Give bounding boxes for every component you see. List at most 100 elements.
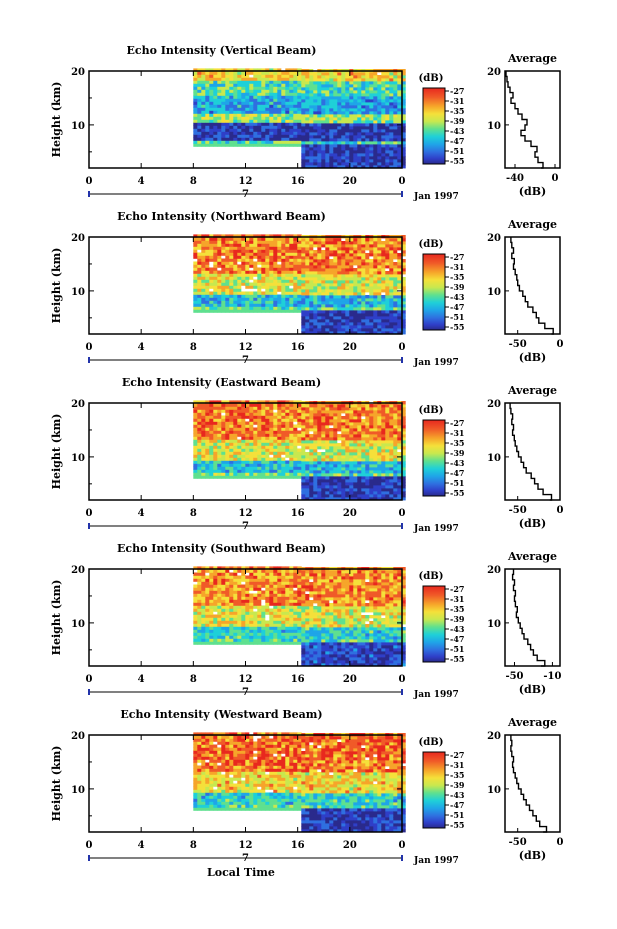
heatmap-cell: [397, 238, 402, 242]
heatmap-cell: [329, 449, 334, 453]
colorbar-tick-label: -35: [450, 106, 464, 116]
heatmap-cell: [209, 282, 214, 286]
heatmap-cell: [217, 409, 222, 413]
heatmap-cell: [353, 241, 358, 245]
heatmap-cell: [285, 451, 290, 455]
heatmap-cell: [257, 98, 262, 102]
heatmap-cell: [197, 418, 202, 422]
heatmap-cell: [273, 475, 278, 479]
heatmap-cell: [397, 93, 402, 97]
heatmap-cell: [353, 75, 358, 79]
heatmap-cell: [257, 270, 262, 274]
average-y-tick-label: 10: [487, 287, 501, 298]
heatmap-cell: [381, 437, 386, 441]
heatmap-cell: [237, 457, 242, 461]
heatmap-cell: [301, 316, 306, 320]
heatmap-cell: [329, 325, 334, 329]
heatmap-cell: [401, 310, 406, 314]
heatmap-cell: [197, 611, 202, 615]
heatmap-cell: [205, 460, 210, 464]
heatmap-cell: [305, 253, 310, 257]
heatmap-cell: [377, 422, 382, 426]
heatmap-cell: [381, 259, 386, 263]
heatmap-cell: [285, 137, 290, 141]
heatmap-cell: [329, 277, 334, 281]
heatmap-cell: [353, 108, 358, 112]
heatmap-cell: [265, 98, 270, 102]
heatmap-cell: [253, 80, 258, 84]
colorbar-tick-label: -47: [450, 302, 464, 312]
heatmap-cell: [353, 407, 358, 411]
heatmap-cell: [293, 74, 298, 78]
heatmap-cell: [401, 295, 406, 299]
heatmap-cell: [293, 143, 298, 147]
heatmap-cell: [193, 638, 198, 642]
heatmap-cell: [373, 78, 378, 82]
heatmap-cell: [325, 325, 330, 329]
heatmap-cell: [365, 247, 370, 251]
heatmap-cell: [393, 129, 398, 133]
heatmap-cell: [237, 80, 242, 84]
heatmap-cell: [253, 460, 258, 464]
heatmap-cell: [325, 497, 330, 501]
heatmap-cell: [269, 125, 274, 129]
heatmap-cell: [289, 412, 294, 416]
heatmap-cell: [273, 400, 278, 404]
heatmap-cell: [313, 461, 318, 465]
heatmap-cell: [225, 246, 230, 250]
heatmap-cell: [297, 131, 302, 135]
heatmap-cell: [337, 310, 342, 314]
heatmap-cell: [273, 83, 278, 87]
heatmap-cell: [361, 96, 366, 100]
heatmap-cell: [273, 234, 278, 238]
heatmap-cell: [369, 410, 374, 414]
heatmap-cell: [321, 274, 326, 278]
heatmap-cell: [361, 410, 366, 414]
x-tick-label: 20: [343, 176, 357, 187]
heatmap-cell: [289, 463, 294, 467]
heatmap-cell: [369, 120, 374, 124]
heatmap-cell: [345, 458, 350, 462]
heatmap-cell: [269, 95, 274, 99]
heatmap-cell: [333, 304, 338, 308]
heatmap-cell: [225, 249, 230, 253]
heatmap-cell: [229, 427, 234, 431]
heatmap-cell: [269, 415, 274, 419]
heatmap-cell: [273, 273, 278, 277]
heatmap-cell: [217, 95, 222, 99]
heatmap-cell: [373, 141, 378, 145]
heatmap-cell: [225, 258, 230, 262]
heatmap-cell: [385, 304, 390, 308]
heatmap-cell: [249, 140, 254, 144]
heatmap-cell: [193, 400, 198, 404]
heatmap-cell: [253, 469, 258, 473]
heatmap-cell: [293, 303, 298, 307]
heatmap-cell: [369, 111, 374, 115]
heatmap-cell: [269, 131, 274, 135]
heatmap-cell: [321, 102, 326, 106]
heatmap-cell: [305, 310, 310, 314]
heatmap-cell: [213, 113, 218, 117]
heatmap-cell: [301, 289, 306, 293]
heatmap-cell: [381, 138, 386, 142]
heatmap-cell: [205, 587, 210, 591]
heatmap-cell: [341, 162, 346, 166]
heatmap-cell: [277, 400, 282, 404]
heatmap-cell: [237, 119, 242, 123]
heatmap-gap: [309, 431, 314, 434]
heatmap-cell: [241, 258, 246, 262]
heatmap-cell: [301, 268, 306, 272]
heatmap-cell: [385, 325, 390, 329]
heatmap-cell: [333, 440, 338, 444]
heatmap-cell: [233, 309, 238, 313]
heatmap-cell: [401, 108, 406, 112]
heatmap-cell: [229, 409, 234, 413]
heatmap-cell: [245, 400, 250, 404]
heatmap-cell: [325, 72, 330, 76]
heatmap-cell: [249, 270, 254, 274]
heatmap-gap: [261, 288, 266, 292]
heatmap-cell: [217, 252, 222, 256]
heatmap-cell: [237, 128, 242, 132]
heatmap-cell: [225, 134, 230, 138]
heatmap-cell: [205, 424, 210, 428]
